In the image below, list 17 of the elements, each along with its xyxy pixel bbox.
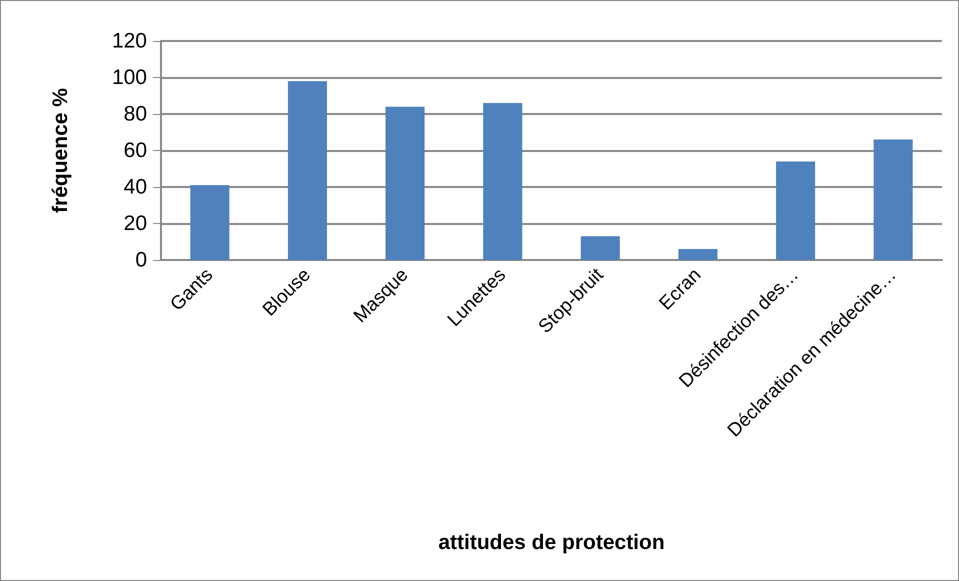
y-tick-label: 60 bbox=[124, 139, 147, 162]
y-tick-label: 0 bbox=[135, 248, 147, 272]
bar bbox=[874, 140, 913, 260]
y-tick-label: 40 bbox=[124, 176, 147, 198]
bar bbox=[386, 106, 425, 260]
y-tick-label: 100 bbox=[112, 66, 147, 89]
bar bbox=[190, 185, 230, 260]
bar bbox=[776, 161, 816, 260]
y-tick-label: 20 bbox=[124, 212, 147, 235]
y-tick-label: 80 bbox=[124, 102, 147, 126]
bar bbox=[580, 236, 620, 260]
bar bbox=[678, 249, 718, 260]
y-tick-label: 120 bbox=[112, 30, 147, 52]
bar bbox=[483, 103, 522, 260]
bar bbox=[288, 81, 327, 260]
y-axis-title: fréquence % bbox=[49, 88, 72, 213]
x-axis-title: attitudes de protection bbox=[438, 531, 665, 554]
